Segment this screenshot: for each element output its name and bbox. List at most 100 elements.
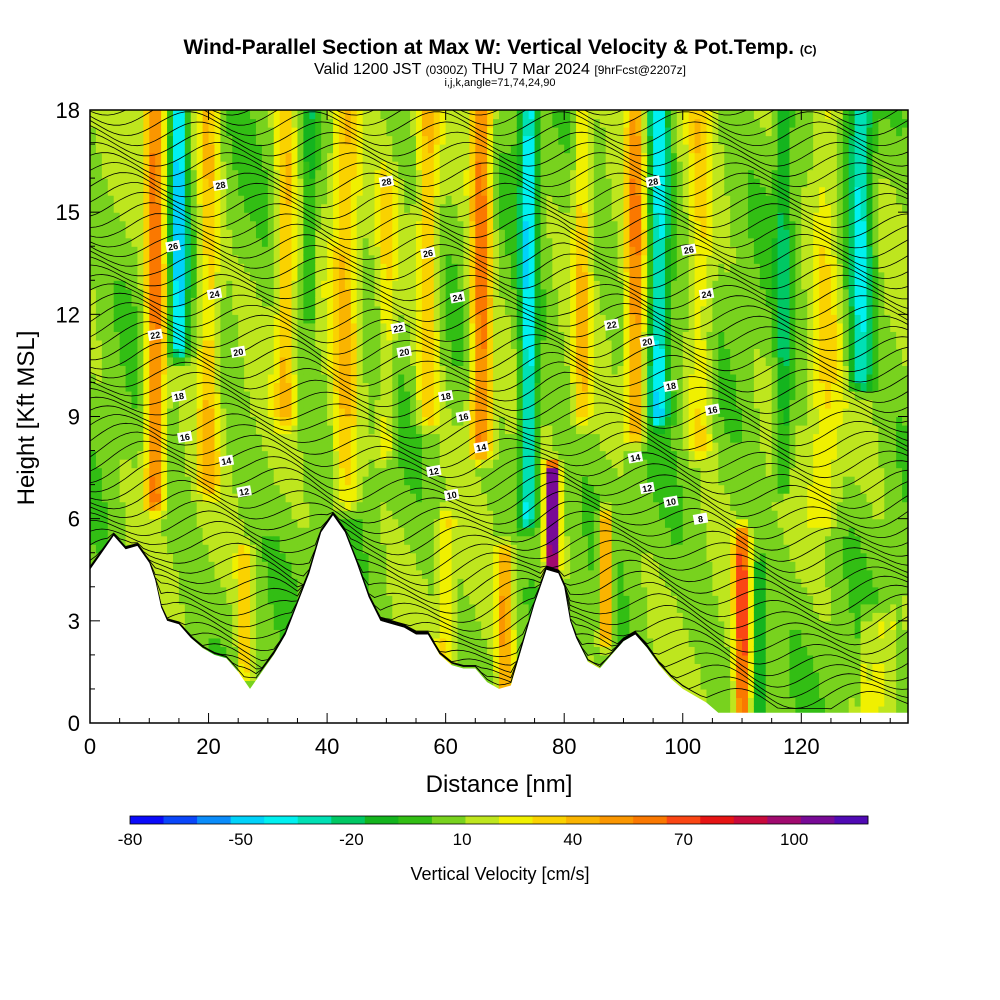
w-cell — [285, 382, 293, 392]
w-cell — [161, 271, 168, 281]
w-cell — [392, 169, 399, 179]
w-cell — [101, 110, 109, 120]
w-cell — [297, 390, 304, 401]
w-cell — [475, 263, 482, 273]
w-cell — [167, 527, 174, 537]
w-cell — [267, 110, 275, 120]
w-cell — [250, 467, 257, 477]
w-cell — [445, 510, 453, 520]
w-cell — [149, 348, 156, 358]
w-cell — [427, 561, 435, 571]
w-cell — [208, 561, 216, 571]
w-cell — [457, 535, 465, 545]
w-cell — [285, 459, 293, 469]
w-cell — [113, 425, 121, 435]
w-cell — [493, 459, 500, 469]
w-cell — [469, 178, 476, 188]
w-cell — [113, 450, 121, 460]
w-cell — [493, 135, 500, 145]
w-cell — [184, 578, 192, 588]
w-cell — [392, 271, 399, 281]
w-cell — [137, 433, 144, 443]
w-cell — [481, 152, 488, 162]
w-cell — [303, 135, 310, 145]
w-cell — [291, 552, 299, 562]
w-cell — [309, 450, 316, 460]
w-cell — [451, 544, 459, 554]
w-cell — [368, 127, 376, 137]
w-cell — [439, 561, 447, 571]
w-cell — [309, 484, 316, 494]
w-cell — [101, 467, 109, 477]
w-cell — [392, 365, 399, 375]
w-cell — [190, 518, 198, 528]
w-cell — [338, 322, 346, 332]
w-cell — [131, 442, 139, 452]
vertical-velocity-field — [90, 110, 908, 723]
w-cell — [190, 280, 198, 290]
w-cell — [398, 527, 405, 537]
w-cell — [208, 425, 216, 435]
w-cell — [190, 178, 198, 188]
w-cell — [350, 144, 358, 154]
w-cell — [487, 459, 494, 469]
w-cell — [475, 612, 482, 622]
w-cell — [487, 544, 494, 554]
w-cell — [368, 569, 376, 579]
w-cell — [427, 118, 435, 128]
w-cell — [398, 127, 405, 137]
w-cell — [487, 390, 494, 401]
valid-utc: (0300Z) — [425, 63, 468, 77]
w-cell — [226, 510, 233, 520]
w-cell — [374, 476, 382, 486]
w-cell — [95, 135, 103, 145]
w-cell — [439, 152, 447, 162]
w-cell — [457, 629, 465, 639]
w-cell — [427, 569, 435, 579]
w-cell — [226, 501, 233, 511]
w-cell — [451, 433, 459, 443]
w-cell — [291, 135, 299, 145]
w-cell — [475, 637, 482, 647]
w-cell — [333, 271, 340, 281]
w-cell — [421, 561, 429, 571]
w-cell — [338, 288, 346, 298]
w-cell — [226, 637, 233, 647]
w-cell — [309, 178, 316, 188]
w-cell — [427, 501, 435, 511]
w-cell — [392, 561, 399, 571]
w-cell — [398, 612, 405, 622]
w-cell — [433, 288, 441, 298]
w-cell — [439, 399, 447, 409]
w-cell — [155, 476, 162, 486]
w-cell — [350, 544, 358, 554]
w-cell — [416, 578, 423, 588]
w-cell — [273, 620, 281, 630]
w-cell — [433, 305, 441, 315]
w-cell — [392, 331, 399, 341]
w-cell — [356, 144, 364, 154]
w-cell — [380, 348, 387, 358]
w-cell — [410, 339, 417, 349]
w-cell — [119, 493, 127, 503]
w-cell — [433, 510, 441, 520]
w-cell — [90, 212, 97, 222]
w-cell — [433, 110, 441, 120]
w-cell — [155, 339, 162, 349]
w-cell — [250, 314, 257, 324]
w-cell — [119, 390, 127, 401]
w-cell — [149, 169, 156, 179]
w-cell — [161, 510, 168, 520]
w-cell — [427, 127, 435, 137]
w-cell — [232, 127, 239, 137]
w-cell — [327, 246, 334, 256]
w-cell — [445, 527, 453, 537]
w-cell — [451, 467, 459, 477]
w-cell — [463, 493, 470, 503]
w-cell — [137, 348, 144, 358]
w-cell — [380, 152, 387, 162]
w-cell — [392, 314, 399, 324]
w-cell — [445, 501, 453, 511]
w-cell — [368, 382, 376, 392]
w-cell — [285, 476, 293, 486]
